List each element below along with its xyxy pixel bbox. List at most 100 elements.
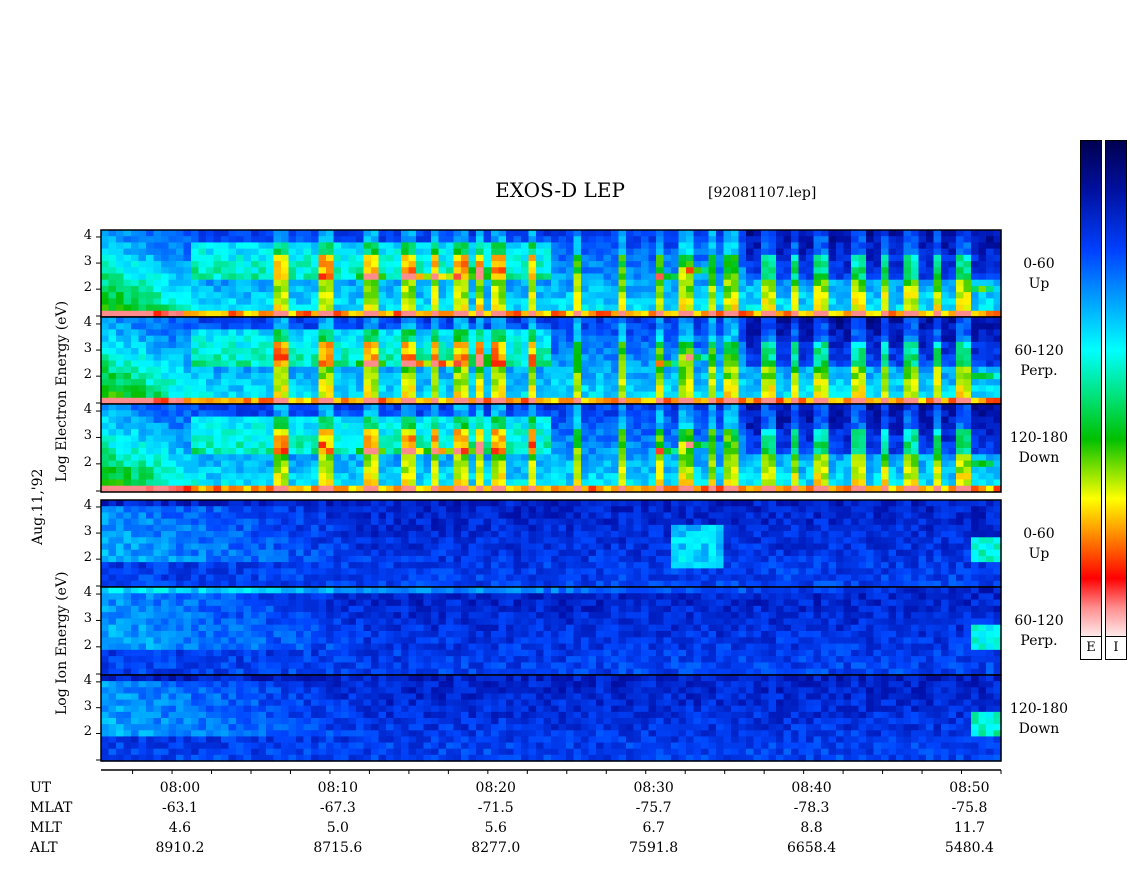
spectrogram-cell: [551, 323, 560, 331]
spectrogram-cell: [678, 304, 687, 312]
spectrogram-cell: [386, 329, 395, 337]
spectrogram-cell: [528, 335, 537, 343]
spectrogram-cell: [311, 341, 320, 349]
spectrogram-cell: [828, 298, 837, 306]
spectrogram-cell: [116, 397, 125, 405]
spectrogram-cell: [603, 404, 612, 411]
spectrogram-cell: [258, 385, 267, 393]
spectrogram-cell: [416, 273, 425, 281]
spectrogram-cell: [483, 304, 492, 312]
spectrogram-cell: [191, 354, 200, 362]
spectrogram-cell: [311, 267, 320, 275]
spectrogram-cell: [731, 310, 740, 318]
spectrogram-cell: [521, 304, 530, 312]
spectrogram-cell: [498, 310, 507, 318]
spectrogram-cell: [116, 460, 125, 468]
spectrogram-cell: [513, 441, 522, 449]
spectrogram-cell: [686, 397, 695, 405]
spectrogram-cell: [116, 485, 125, 493]
spectrogram-cell: [873, 236, 882, 244]
spectrogram-cell: [566, 372, 575, 380]
spectrogram-cell: [618, 279, 627, 287]
spectrogram-cell: [828, 304, 837, 312]
spectrogram-cell: [378, 385, 387, 393]
spectrogram-cell: [446, 404, 455, 411]
spectrogram-cell: [228, 429, 237, 437]
spectrogram-cell: [896, 236, 905, 244]
spectrogram-cell: [393, 422, 402, 430]
spectrogram-cell: [926, 473, 935, 481]
spectrogram-cell: [806, 248, 815, 256]
spectrogram-cell: [108, 448, 117, 455]
spectrogram-cell: [326, 273, 335, 281]
spectrogram-cell: [926, 236, 935, 244]
spectrogram-cell: [558, 360, 567, 368]
spectrogram-cell: [716, 366, 725, 374]
spectrogram-cell: [956, 285, 965, 293]
spectrogram-cell: [731, 242, 740, 250]
spectrogram-cell: [738, 267, 747, 275]
spectrogram-cell: [536, 454, 545, 462]
spectrogram-cell: [303, 454, 312, 462]
spectrogram-cell: [978, 448, 987, 455]
spectrogram-cell: [198, 485, 207, 493]
spectrogram-cell: [491, 317, 500, 324]
spectrogram-cell: [618, 317, 627, 324]
spectrogram-cell: [416, 448, 425, 455]
spectrogram-cell: [528, 466, 537, 474]
spectrogram-cell: [356, 422, 365, 430]
spectrogram-cell: [101, 341, 110, 349]
spectrogram-cell: [918, 279, 927, 287]
spectrogram-cell: [573, 397, 582, 405]
spectrogram-cell: [753, 317, 762, 324]
spectrogram-cell: [986, 397, 995, 405]
spectrogram-cell: [378, 348, 387, 355]
spectrogram-cell: [296, 360, 305, 368]
spectrogram-cell: [558, 298, 567, 306]
spectrogram-cell: [476, 279, 485, 287]
spectrogram-cell: [386, 292, 395, 299]
spectrogram-cell: [693, 479, 702, 487]
spectrogram-cell: [161, 466, 170, 474]
spectrogram-cell: [768, 230, 777, 237]
spectrogram-cell: [566, 254, 575, 262]
spectrogram-cell: [978, 416, 987, 424]
spectrogram-cell: [371, 372, 380, 380]
spectrogram-cell: [911, 354, 920, 362]
spectrogram-cell: [416, 348, 425, 355]
spectrogram-cell: [498, 236, 507, 244]
spectrogram-cell: [326, 485, 335, 493]
spectrogram-cell: [303, 391, 312, 399]
spectrogram-cell: [176, 429, 185, 437]
spectrogram-cell: [738, 248, 747, 256]
spectrogram-cell: [776, 379, 785, 386]
spectrogram-cell: [611, 242, 620, 250]
spectrogram-cell: [236, 366, 245, 374]
spectrogram-cell: [911, 435, 920, 443]
spectrogram-cell: [836, 479, 845, 487]
spectrogram-cell: [956, 479, 965, 487]
spectrogram-cell: [858, 261, 867, 268]
spectrogram-cell: [498, 404, 507, 411]
spectrogram-cell: [768, 372, 777, 380]
spectrogram-cell: [656, 441, 665, 449]
spectrogram-cell: [641, 329, 650, 337]
spectrogram-cell: [858, 317, 867, 324]
spectrogram-cell: [236, 304, 245, 312]
spectrogram-cell: [603, 254, 612, 262]
spectrogram-cell: [956, 242, 965, 250]
spectrogram-cell: [326, 429, 335, 437]
spectrogram-cell: [581, 429, 590, 437]
spectrogram-cell: [858, 429, 867, 437]
spectrogram-cell: [851, 279, 860, 287]
spectrogram-cell: [491, 335, 500, 343]
spectrogram-cell: [843, 317, 852, 324]
spectrogram-cell: [528, 292, 537, 299]
spectrogram-cell: [266, 404, 275, 411]
spectrogram-cell: [288, 485, 297, 493]
spectrogram-cell: [348, 379, 357, 386]
spectrogram-cell: [423, 385, 432, 393]
spectrogram-cell: [521, 341, 530, 349]
spectrogram-cell: [498, 466, 507, 474]
spectrogram-cell: [678, 254, 687, 262]
